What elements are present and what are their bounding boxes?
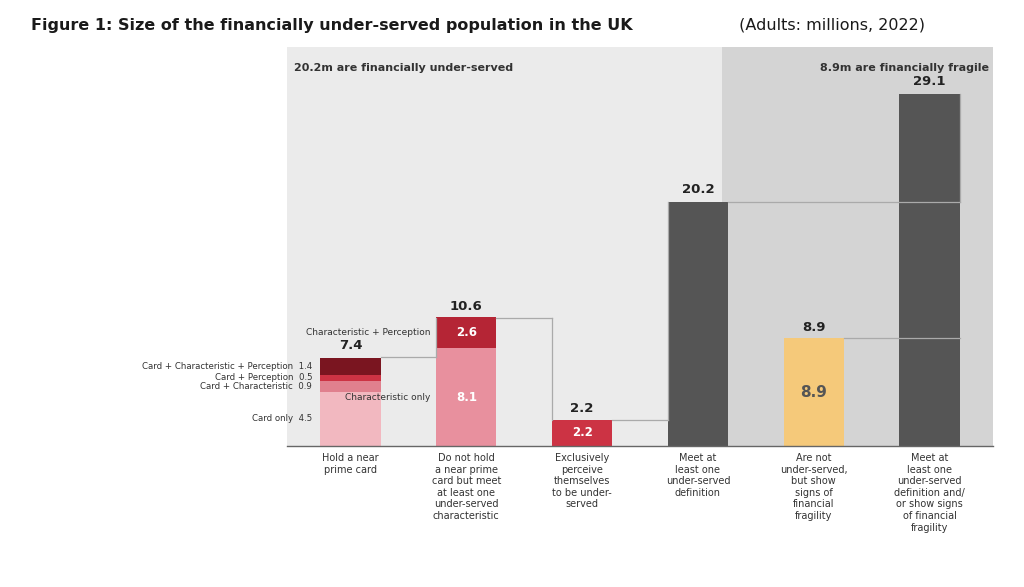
Text: 8.9: 8.9	[802, 321, 825, 333]
Bar	[321, 381, 381, 392]
Bar	[321, 375, 381, 381]
Text: Card only  4.5: Card only 4.5	[252, 414, 312, 423]
Text: 20.2: 20.2	[682, 183, 714, 195]
Bar	[783, 339, 844, 446]
Text: 10.6: 10.6	[450, 300, 482, 313]
Text: 8.9m are financially fragile: 8.9m are financially fragile	[820, 63, 989, 73]
Text: 2.6: 2.6	[456, 326, 477, 339]
Text: 20.2m are financially under-served: 20.2m are financially under-served	[294, 63, 513, 73]
Bar	[722, 47, 1024, 446]
Bar	[321, 392, 381, 446]
Text: Card + Characteristic  0.9: Card + Characteristic 0.9	[201, 382, 312, 391]
Text: Figure 1: Size of the financially under-served population in the UK: Figure 1: Size of the financially under-…	[31, 18, 633, 33]
Bar	[436, 317, 497, 348]
Bar	[668, 202, 728, 446]
Bar	[436, 348, 497, 446]
Text: 29.1: 29.1	[913, 75, 946, 88]
Bar	[552, 420, 612, 446]
Text: 7.4: 7.4	[339, 339, 362, 352]
Text: 8.1: 8.1	[456, 390, 477, 404]
Text: Card + Characteristic + Perception  1.4: Card + Characteristic + Perception 1.4	[142, 362, 312, 371]
Text: Characteristic + Perception: Characteristic + Perception	[306, 328, 430, 337]
Text: (Adults: millions, 2022): (Adults: millions, 2022)	[734, 18, 926, 33]
Text: 8.9: 8.9	[801, 385, 827, 400]
Text: Characteristic only: Characteristic only	[345, 393, 430, 402]
Text: Card + Perception  0.5: Card + Perception 0.5	[215, 373, 312, 382]
Bar	[321, 358, 381, 375]
Bar	[899, 94, 959, 446]
Text: 2.2: 2.2	[570, 402, 594, 414]
Text: 2.2: 2.2	[571, 426, 593, 439]
